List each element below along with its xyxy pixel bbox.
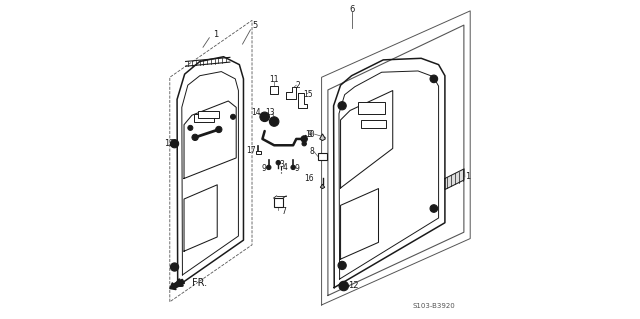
Circle shape <box>230 114 236 119</box>
Circle shape <box>192 134 198 141</box>
Circle shape <box>170 263 179 271</box>
Circle shape <box>173 142 177 145</box>
Text: 6: 6 <box>349 5 355 14</box>
Circle shape <box>430 75 438 83</box>
Text: 15: 15 <box>303 90 313 99</box>
Circle shape <box>340 104 344 108</box>
Circle shape <box>339 281 348 291</box>
Circle shape <box>338 261 346 270</box>
Text: 14: 14 <box>251 108 260 116</box>
Text: 16: 16 <box>305 174 314 183</box>
Text: 10: 10 <box>305 130 315 139</box>
Polygon shape <box>320 134 325 141</box>
Circle shape <box>188 125 193 130</box>
Text: 4: 4 <box>283 163 287 172</box>
Text: 8: 8 <box>309 147 314 156</box>
Circle shape <box>430 205 438 212</box>
Text: 1: 1 <box>213 30 218 39</box>
Text: 12: 12 <box>164 139 174 148</box>
Circle shape <box>432 77 435 80</box>
Circle shape <box>340 263 344 267</box>
Circle shape <box>291 165 295 170</box>
FancyArrow shape <box>170 279 184 290</box>
Circle shape <box>170 140 179 148</box>
Circle shape <box>260 112 269 122</box>
Text: 9: 9 <box>307 130 312 139</box>
Bar <box>193 114 214 122</box>
Circle shape <box>262 114 267 119</box>
Polygon shape <box>445 169 464 189</box>
Circle shape <box>216 126 222 133</box>
Text: 3: 3 <box>280 160 285 169</box>
Text: FR.: FR. <box>192 278 207 288</box>
Bar <box>361 120 387 128</box>
Text: 12: 12 <box>348 281 358 291</box>
Bar <box>318 153 327 160</box>
Circle shape <box>302 141 307 146</box>
Text: 5: 5 <box>253 21 258 30</box>
Circle shape <box>266 165 271 170</box>
Circle shape <box>338 102 346 110</box>
Text: 7: 7 <box>282 206 286 216</box>
Text: S103-B3920: S103-B3920 <box>412 303 455 308</box>
Circle shape <box>271 119 276 124</box>
Bar <box>358 102 385 114</box>
Text: 11: 11 <box>269 75 279 84</box>
Text: 17: 17 <box>246 145 256 154</box>
Text: 1: 1 <box>465 172 470 182</box>
Bar <box>198 111 219 118</box>
Circle shape <box>342 284 346 288</box>
Text: 9: 9 <box>294 164 300 173</box>
Circle shape <box>301 136 307 142</box>
Bar <box>273 198 283 207</box>
Circle shape <box>269 117 279 126</box>
Polygon shape <box>320 184 324 189</box>
Circle shape <box>432 207 435 210</box>
Bar <box>270 86 278 94</box>
Circle shape <box>173 265 177 269</box>
Text: 9: 9 <box>261 164 266 173</box>
Circle shape <box>276 160 280 165</box>
Text: 13: 13 <box>266 108 275 117</box>
Text: 2: 2 <box>296 81 300 90</box>
Bar <box>256 151 260 154</box>
